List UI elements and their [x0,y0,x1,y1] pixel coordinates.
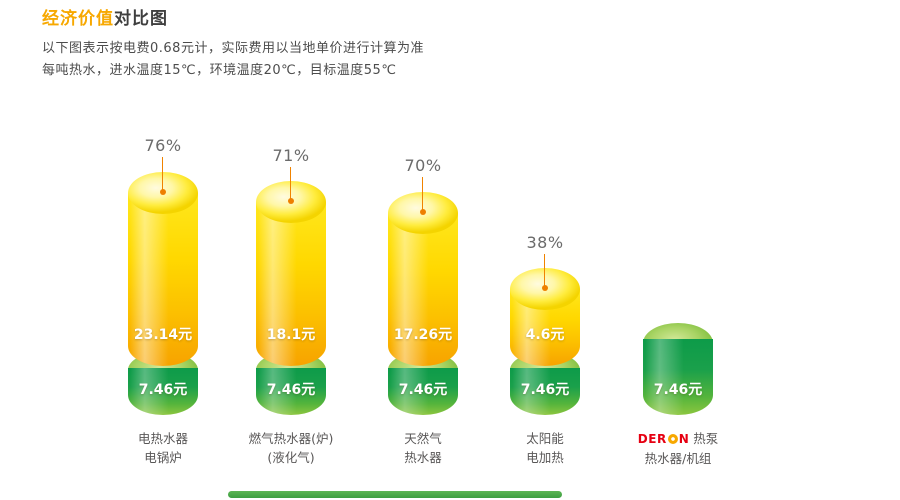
green-segment [388,368,458,415]
percent-label: 71% [272,146,310,165]
category-label: 燃气热水器(炉) (液化气) [206,429,376,467]
orange-value-label: 4.6元 [525,327,565,343]
category-line2: 热水器/机组 [644,451,712,466]
green-value-label: 7.46元 [266,382,316,398]
green-value-label: 7.46元 [138,382,188,398]
title-rest: 对比图 [114,9,168,29]
green-segment [256,368,326,415]
leader-line [544,254,545,288]
leader-line [422,177,423,212]
green-segment [510,368,580,415]
subtitle-line1: 以下图表示按电费0.68元计，实际费用以当地单价进行计算为准 [42,41,424,56]
category-line1: DER N 热泵 [593,429,763,449]
leader-dot [160,189,166,195]
green-segment [643,339,713,415]
deron-sun-icon [667,434,678,444]
percent-label: 70% [404,156,442,175]
orange-value-label: 18.1元 [266,327,316,343]
category-line2: 热水器 [404,450,442,465]
brand-text-after: 热泵 [689,431,719,446]
leader-dot [542,285,548,291]
leader-dot [420,209,426,215]
category-line2: 电加热 [526,450,564,465]
green-segment [128,368,198,415]
category-label: 太阳能 电加热 [460,429,630,467]
title-highlight: 经济价值 [42,9,114,29]
green-value-label: 7.46元 [398,382,448,398]
brand-text-prefix: DER [637,432,667,446]
category-line1: 天然气 [404,431,442,446]
header: 经济价值对比图 以下图表示按电费0.68元计，实际费用以当地单价进行计算为准 每… [42,8,424,82]
orange-value-label: 23.14元 [133,327,193,343]
orange-value-label: 17.26元 [393,327,453,343]
category-label: DER N 热泵热水器/机组 [593,429,763,468]
orange-segment [128,193,198,366]
subtitle-line2: 每吨热水，进水温度15℃，环境温度20℃，目标温度55℃ [42,63,397,78]
category-line1: 太阳能 [526,431,564,446]
cylinder-bar: 7.46元 18.1元 71% [256,146,326,415]
leader-line [162,157,163,192]
orange-segment [256,202,326,366]
cylinder-bar: 7.46元 23.14元 76% [128,136,198,415]
category-line1: 燃气热水器(炉) [248,431,334,446]
category-label: 天然气 热水器 [338,429,508,467]
leader-dot [288,198,294,204]
percent-label: 76% [144,136,182,155]
category-line2: (液化气) [267,450,315,465]
cylinder-bar: 7.46元 [643,323,713,415]
brand-text-suffix: N [678,432,690,446]
page-title: 经济价值对比图 [42,8,424,30]
green-value-label: 7.46元 [653,382,703,398]
bottom-green-strip [228,491,562,498]
cylinder-bar: 7.46元 17.26元 70% [388,156,458,415]
category-line1: 电热水器 [137,431,188,446]
category-line2: 电锅炉 [144,450,182,465]
category-label: 电热水器 电锅炉 [78,429,248,467]
percent-label: 38% [526,233,564,252]
orange-segment [388,213,458,366]
leader-line [290,167,291,201]
green-value-label: 7.46元 [520,382,570,398]
cylinder-bar: 7.46元 4.6元 38% [510,233,580,415]
